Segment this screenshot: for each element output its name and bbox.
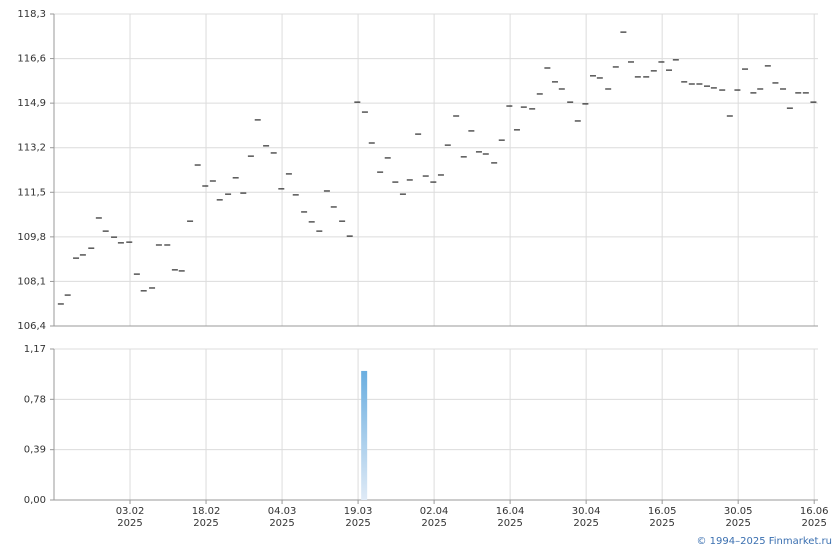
- y-tick-label: 1,17: [24, 344, 46, 355]
- y-tick-label: 116,6: [17, 54, 46, 65]
- y-tick-label: 106,4: [17, 321, 46, 332]
- y-tick-label: 0,00: [24, 495, 46, 506]
- x-tick-label: 30.04 2025: [571, 506, 601, 529]
- x-tick-label: 04.03 2025: [267, 506, 297, 529]
- x-tick-label: 16.05 2025: [647, 506, 677, 529]
- y-tick-label: 118,3: [17, 9, 46, 20]
- y-tick-label: 0,39: [24, 445, 46, 456]
- x-tick-label: 03.02 2025: [115, 506, 145, 529]
- x-tick-label: 30.05 2025: [723, 506, 753, 529]
- credit: © 1994–2025 Finmarket.ru: [696, 536, 832, 547]
- x-tick-label: 16.04 2025: [495, 506, 525, 529]
- x-tick-label: 19.03 2025: [343, 506, 373, 529]
- y-tick-label: 0,78: [24, 394, 46, 405]
- y-tick-label: 109,8: [17, 232, 46, 243]
- y-tick-label: 113,2: [17, 143, 46, 154]
- y-tick-label: 111,5: [17, 187, 46, 198]
- x-tick-label: 16.06 2025: [799, 506, 829, 529]
- x-tick-label: 18.02 2025: [191, 506, 221, 529]
- x-tick-label: 02.04 2025: [419, 506, 449, 529]
- y-tick-label: 108,1: [17, 276, 46, 287]
- volume-bar: [361, 370, 368, 500]
- y-tick-label: 114,9: [17, 98, 46, 109]
